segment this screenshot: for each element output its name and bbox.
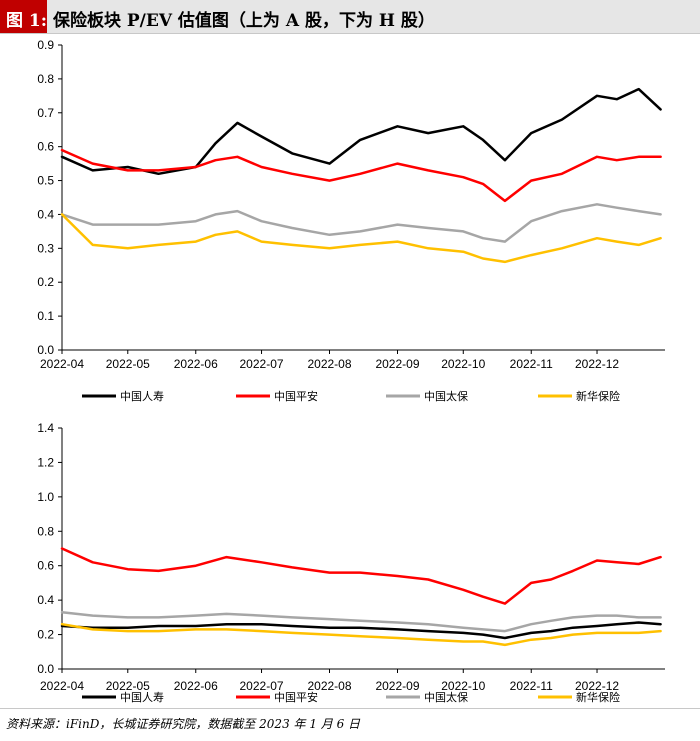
y-tick-label: 1.2: [37, 455, 54, 469]
y-tick-label: 0.2: [37, 628, 54, 642]
series-line-中国平安: [60, 148, 662, 203]
x-tick-label: 2022-04: [40, 357, 84, 371]
y-tick-label: 1.4: [37, 421, 54, 435]
series-line-中国太保: [60, 203, 662, 243]
series-line-中国太保: [60, 610, 662, 633]
y-tick-label: 0.1: [37, 309, 54, 323]
x-tick-label: 2022-05: [106, 357, 150, 371]
source-note: 资料来源：iFinD，长城证券研究院，数据截至 2023 年 1 月 6 日: [6, 717, 361, 731]
y-tick-label: 0.4: [37, 207, 54, 221]
y-tick-label: 0.8: [37, 524, 54, 538]
x-tick-label: 2022-10: [441, 357, 485, 371]
x-tick-label: 2022-08: [307, 357, 351, 371]
x-tick-label: 2022-06: [174, 357, 218, 371]
x-tick-label: 2022-07: [240, 679, 284, 693]
y-tick-label: 0.0: [37, 662, 54, 676]
x-tick-label: 2022-05: [106, 679, 150, 693]
legend-label: 中国人寿: [120, 690, 164, 704]
y-tick-label: 0.4: [37, 593, 54, 607]
x-tick-label: 2022-04: [40, 679, 84, 693]
x-tick-label: 2022-11: [510, 357, 553, 371]
x-tick-label: 2022-09: [375, 357, 419, 371]
series-line-中国人寿: [60, 621, 662, 640]
y-tick-label: 0.0: [37, 343, 54, 357]
x-tick-label: 2022-08: [307, 679, 351, 693]
series-line-中国人寿: [60, 87, 662, 176]
x-tick-label: 2022-06: [174, 679, 218, 693]
series-line-中国平安: [60, 547, 662, 605]
figure-number: 图 1:: [6, 11, 48, 31]
legend-label: 中国平安: [274, 389, 318, 403]
series-line-新华保险: [60, 622, 662, 647]
y-tick-label: 0.3: [37, 241, 54, 255]
y-tick-label: 0.5: [37, 174, 54, 188]
y-tick-label: 0.8: [37, 72, 54, 86]
y-tick-label: 0.2: [37, 275, 54, 289]
x-tick-label: 2022-12: [575, 679, 619, 693]
legend-label: 新华保险: [576, 690, 620, 704]
y-tick-label: 0.6: [37, 140, 54, 154]
x-tick-label: 2022-12: [575, 357, 619, 371]
figure-number-tag: [0, 0, 47, 33]
legend-label: 中国太保: [424, 389, 468, 403]
legend-label: 中国人寿: [120, 389, 164, 403]
figure-title-text: 保险板块 P/EV 估值图（上为 A 股，下为 H 股）: [52, 11, 435, 31]
y-tick-label: 1.0: [37, 490, 54, 504]
bottom-divider: [0, 708, 700, 709]
x-tick-label: 2022-09: [375, 679, 419, 693]
y-tick-label: 0.9: [37, 38, 54, 52]
y-tick-label: 0.7: [37, 106, 54, 120]
series-line-新华保险: [60, 213, 662, 264]
y-tick-label: 0.6: [37, 559, 54, 573]
legend-label: 新华保险: [576, 389, 620, 403]
x-tick-label: 2022-11: [510, 679, 553, 693]
x-tick-label: 2022-07: [240, 357, 284, 371]
legend-label: 中国太保: [424, 690, 468, 704]
figure-title: 图 1: 保险板块 P/EV 估值图（上为 A 股，下为 H 股）: [6, 6, 435, 31]
figure-title-bar: 图 1: 保险板块 P/EV 估值图（上为 A 股，下为 H 股）: [0, 0, 700, 34]
legend-label: 中国平安: [274, 690, 318, 704]
x-tick-label: 2022-10: [441, 679, 485, 693]
